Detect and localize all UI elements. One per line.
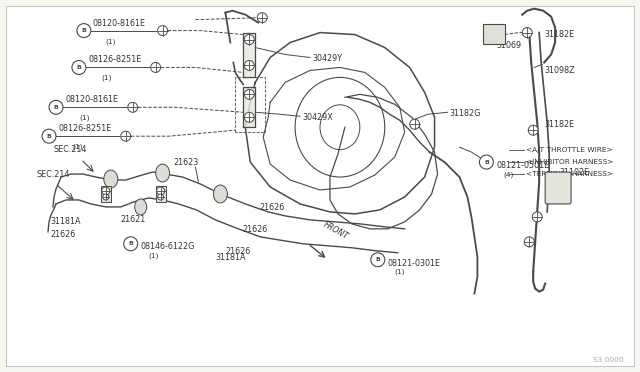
Text: 21626: 21626 — [51, 230, 76, 239]
Text: 30429Y: 30429Y — [312, 54, 342, 63]
FancyBboxPatch shape — [545, 172, 571, 204]
Text: SEC.214: SEC.214 — [53, 145, 86, 154]
Text: 08121-0501E: 08121-0501E — [497, 161, 550, 170]
Text: B: B — [128, 241, 133, 246]
FancyBboxPatch shape — [101, 186, 111, 202]
Text: (4): (4) — [503, 171, 514, 177]
Circle shape — [77, 23, 91, 38]
Text: 31182E: 31182E — [544, 30, 574, 39]
Text: 08121-0301E: 08121-0301E — [388, 259, 441, 268]
Circle shape — [121, 131, 131, 141]
Circle shape — [479, 155, 493, 169]
Circle shape — [524, 237, 534, 247]
Circle shape — [371, 253, 385, 267]
Circle shape — [244, 112, 254, 122]
Ellipse shape — [156, 164, 170, 182]
Text: 31181A: 31181A — [51, 217, 81, 226]
Text: (1): (1) — [148, 253, 159, 259]
Text: 08146-6122G: 08146-6122G — [141, 242, 195, 251]
Circle shape — [72, 61, 86, 74]
Polygon shape — [243, 33, 255, 77]
Ellipse shape — [213, 185, 227, 203]
Text: B: B — [375, 257, 380, 262]
Text: 21626: 21626 — [243, 225, 268, 234]
Circle shape — [49, 100, 63, 114]
Text: 21626: 21626 — [226, 247, 251, 256]
Circle shape — [522, 28, 532, 38]
FancyBboxPatch shape — [483, 23, 506, 44]
Text: (1): (1) — [395, 269, 405, 275]
Text: <INHIBITOR HARNESS>: <INHIBITOR HARNESS> — [526, 159, 614, 165]
Text: 31181A: 31181A — [215, 253, 246, 262]
Text: B: B — [54, 105, 58, 110]
Text: (1): (1) — [72, 143, 83, 150]
Text: <A/T THROTTLE WIRE>: <A/T THROTTLE WIRE> — [526, 147, 613, 153]
Ellipse shape — [134, 199, 147, 215]
Polygon shape — [243, 87, 255, 127]
Text: 21626: 21626 — [260, 203, 285, 212]
Circle shape — [102, 187, 110, 195]
Text: 08126-8251E: 08126-8251E — [89, 55, 142, 64]
Text: 08126-8251E: 08126-8251E — [59, 124, 112, 133]
Text: 30429X: 30429X — [302, 113, 333, 122]
FancyBboxPatch shape — [156, 186, 166, 202]
Circle shape — [42, 129, 56, 143]
Text: 31182G: 31182G — [449, 109, 481, 118]
FancyBboxPatch shape — [6, 6, 634, 366]
Circle shape — [532, 212, 542, 222]
Circle shape — [528, 125, 538, 135]
Text: 21623: 21623 — [173, 158, 198, 167]
Circle shape — [150, 62, 161, 73]
Text: 31102E: 31102E — [559, 167, 589, 177]
Text: 31069: 31069 — [497, 41, 522, 49]
Text: 21621: 21621 — [120, 215, 145, 224]
Text: (1): (1) — [106, 39, 116, 45]
Text: B: B — [47, 134, 51, 139]
Circle shape — [157, 194, 164, 200]
Ellipse shape — [104, 170, 118, 188]
Text: <TERMINAL HARNESS>: <TERMINAL HARNESS> — [526, 171, 613, 177]
Circle shape — [244, 35, 254, 45]
Text: 31098Z: 31098Z — [544, 66, 575, 75]
Text: SEC.214: SEC.214 — [36, 170, 69, 179]
Text: B: B — [76, 65, 81, 70]
Circle shape — [124, 237, 138, 251]
Text: 31182E: 31182E — [544, 120, 574, 129]
Text: 08120-8161E: 08120-8161E — [66, 95, 119, 104]
Circle shape — [244, 89, 254, 99]
Circle shape — [103, 194, 109, 200]
Text: S3 0000: S3 0000 — [593, 357, 624, 363]
Text: (1): (1) — [102, 74, 112, 81]
Text: 08120-8161E: 08120-8161E — [93, 19, 146, 28]
Circle shape — [128, 102, 138, 112]
Circle shape — [157, 26, 168, 36]
Text: B: B — [81, 28, 86, 33]
Text: FRONT: FRONT — [322, 220, 350, 242]
Text: (1): (1) — [79, 114, 90, 121]
Circle shape — [410, 119, 420, 129]
Text: B: B — [484, 160, 489, 164]
Circle shape — [157, 187, 164, 195]
Circle shape — [257, 13, 267, 23]
Circle shape — [244, 61, 254, 70]
